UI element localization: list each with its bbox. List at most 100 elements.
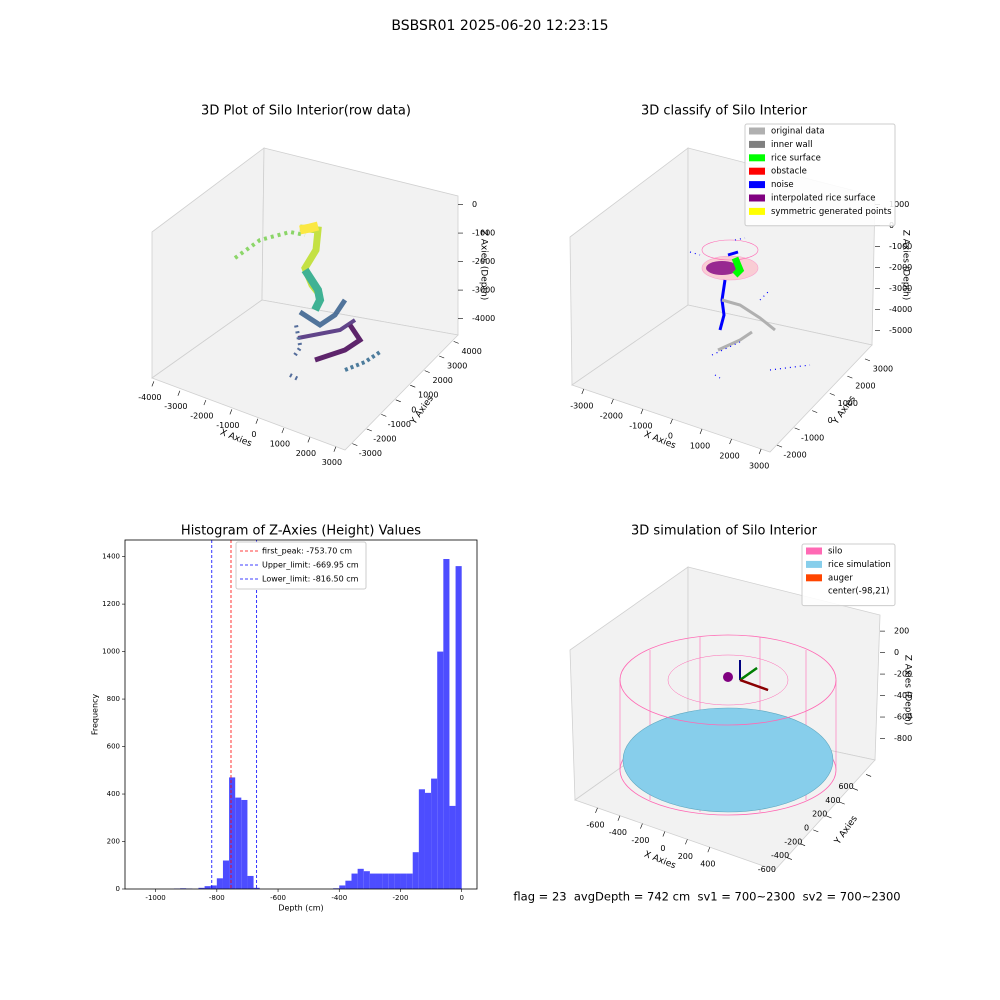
bar (449, 805, 456, 889)
y-tick (826, 815, 832, 819)
y-tick-label: 3000 (447, 361, 467, 370)
pane (151, 299, 459, 451)
legend-frame (744, 123, 896, 227)
y-tick-label: 1200 (102, 600, 120, 608)
x-tick-label: 3000 (322, 458, 342, 467)
x-tick-label: -2000 (190, 412, 213, 421)
bar (375, 873, 383, 889)
x-tick (595, 807, 598, 813)
y-tick-label: 0 (116, 885, 120, 893)
x-tick (699, 428, 703, 435)
bar (388, 873, 395, 889)
x-tick-label: 1000 (690, 442, 710, 451)
x-tick-label: -2000 (600, 412, 623, 421)
classify-sketch (689, 237, 811, 379)
legend-label: first_peak: -753.70 cm (262, 547, 352, 556)
z-axis-label: Z Axies (Depth) (901, 230, 911, 301)
bar (229, 777, 236, 889)
bar (455, 566, 462, 889)
legend-swatch (806, 547, 822, 555)
legend-swatch (806, 587, 822, 595)
z-tick-label: 0 (894, 648, 899, 657)
y-tick-label: 1000 (102, 648, 120, 656)
y-tick-label: 0 (828, 416, 833, 425)
z-tick-label: 1000 (889, 200, 909, 209)
x-tick-label: -1000 (216, 421, 239, 430)
y-tick (786, 857, 792, 860)
z-tick-label: -400 (894, 691, 912, 700)
bar (351, 873, 358, 889)
bar (412, 852, 419, 889)
footer: flag = 23 avgDepth = 742 cm sv1 = 700~23… (513, 890, 900, 904)
y-tick (839, 801, 845, 805)
bar (437, 651, 444, 889)
y-tick-label: -200 (784, 837, 802, 846)
z-tick-label: -4000 (889, 305, 912, 314)
bar (357, 868, 364, 889)
bar (241, 799, 248, 889)
bar (369, 873, 376, 889)
y-tick (829, 393, 835, 396)
legend-label: auger (828, 573, 853, 583)
y-tick-label: -1000 (801, 433, 824, 442)
bar (363, 871, 370, 889)
y-tick-label: 3000 (873, 364, 893, 373)
legend-swatch (749, 154, 765, 162)
legend-frame (235, 541, 367, 590)
legend-swatch (749, 181, 765, 189)
y-tick-label: 2000 (433, 376, 453, 385)
z-tick-label: -5000 (889, 326, 912, 335)
z-tick-label: -2000 (472, 257, 495, 266)
x-axis-label: X Axies (219, 428, 254, 450)
silo-sketch (619, 634, 837, 816)
x-tick (581, 388, 585, 395)
z-tick-label: -3000 (472, 286, 495, 295)
z-tick-label: -2000 (889, 263, 912, 272)
x-tick (640, 408, 644, 415)
z-tick-label: -600 (894, 713, 912, 722)
bar (443, 558, 450, 889)
y-tick-label: -400 (771, 851, 789, 860)
z-tick-label: -200 (894, 670, 912, 679)
x-tick (670, 418, 673, 425)
y-tick-label: -2000 (783, 451, 806, 460)
bar (400, 873, 407, 889)
x-tick-label: 200 (678, 852, 693, 861)
y-tick (866, 774, 872, 777)
z-tick-label: -800 (894, 734, 912, 743)
bar (424, 792, 432, 889)
x-tick-label: 3000 (749, 462, 769, 471)
x-tick (685, 839, 688, 845)
x-tick-label: -600 (270, 894, 286, 902)
x-tick (229, 409, 233, 415)
z-axis-label: Z Axies (Depth) (479, 230, 489, 301)
legend-swatch (749, 194, 765, 202)
legend-label: Upper_limit: -669.95 cm (262, 561, 359, 570)
bar (253, 887, 260, 889)
y-tick (410, 384, 416, 388)
bar (418, 789, 425, 889)
subplot-title: Histogram of Z-Axies (Height) Values (181, 524, 421, 539)
z-axis-label: Z Axies (Depth) (903, 655, 913, 726)
bar (198, 887, 205, 889)
y-tick-label: 1400 (102, 553, 120, 561)
x-tick-label: -200 (631, 836, 649, 845)
legend-label: rice simulation (828, 560, 891, 570)
z-tick-label: -1000 (472, 229, 495, 238)
x-tick (177, 390, 181, 396)
legend-swatch (749, 127, 765, 135)
legend-label: rice surface (771, 153, 821, 163)
x-tick-label: 0 (660, 844, 665, 853)
subplot-title: 3D classify of Silo Interior (641, 104, 808, 119)
y-tick (794, 427, 800, 431)
y-tick (352, 443, 358, 446)
x-tick (333, 446, 337, 452)
x-tick (758, 448, 762, 455)
legend-label: silo (828, 547, 842, 557)
y-tick (366, 428, 372, 432)
z-tick-label: -4000 (472, 314, 495, 323)
y-tick (776, 444, 783, 448)
legend-label: center(-98,21) (828, 587, 889, 597)
x-tick-label: 2000 (296, 449, 316, 458)
y-tick-label: 4000 (461, 347, 481, 356)
